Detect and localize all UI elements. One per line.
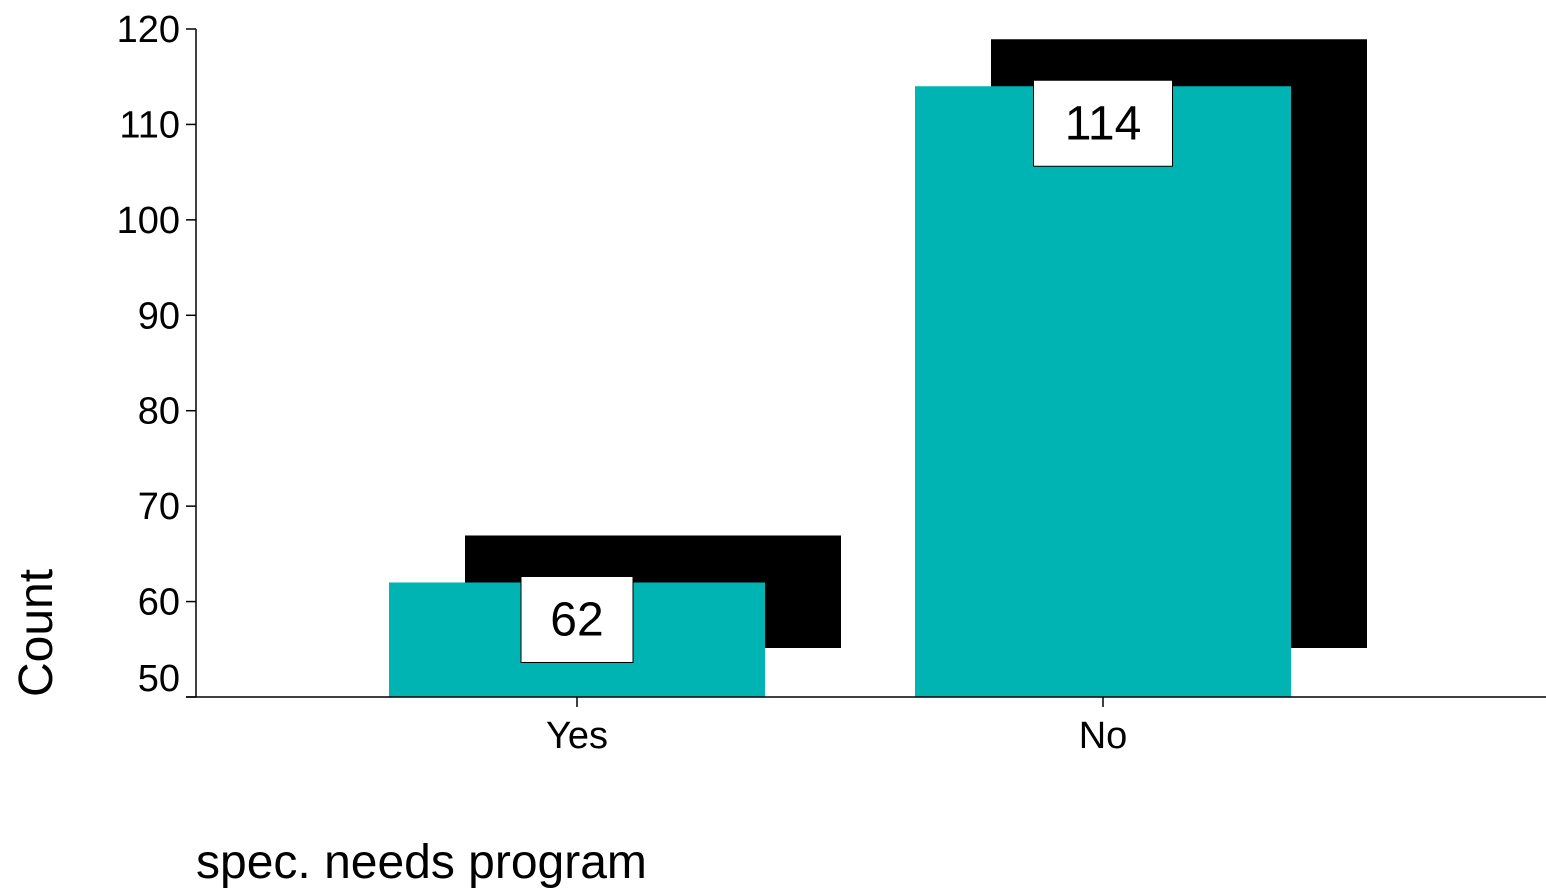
y-tick-label: 90 bbox=[138, 295, 180, 337]
y-tick-label: 110 bbox=[119, 104, 180, 146]
x-axis-title: spec. needs program bbox=[196, 836, 647, 889]
value-label-box bbox=[1033, 79, 1173, 167]
value-label: 114 bbox=[1065, 97, 1142, 150]
x-tick-label: Yes bbox=[546, 715, 608, 757]
y-tick-label: 120 bbox=[117, 9, 180, 51]
value-label-box bbox=[520, 575, 634, 663]
y-axis-title: Count bbox=[10, 569, 63, 697]
x-axis-ticks: Yes No bbox=[546, 697, 1127, 757]
y-tick-label: 60 bbox=[138, 582, 180, 624]
value-label: 62 bbox=[550, 593, 603, 646]
x-tick-label: No bbox=[1079, 715, 1128, 757]
y-tick-label: 50 bbox=[138, 658, 180, 700]
y-tick-label: 70 bbox=[138, 486, 180, 528]
value-labels: 62 114 bbox=[520, 79, 1173, 663]
y-axis-ticks: 50 60 70 80 90 100 110 120 bbox=[117, 9, 196, 700]
y-tick-label: 100 bbox=[117, 200, 180, 242]
bar-no bbox=[915, 86, 1291, 697]
bars bbox=[389, 86, 1291, 697]
y-tick-label: 80 bbox=[138, 391, 180, 433]
